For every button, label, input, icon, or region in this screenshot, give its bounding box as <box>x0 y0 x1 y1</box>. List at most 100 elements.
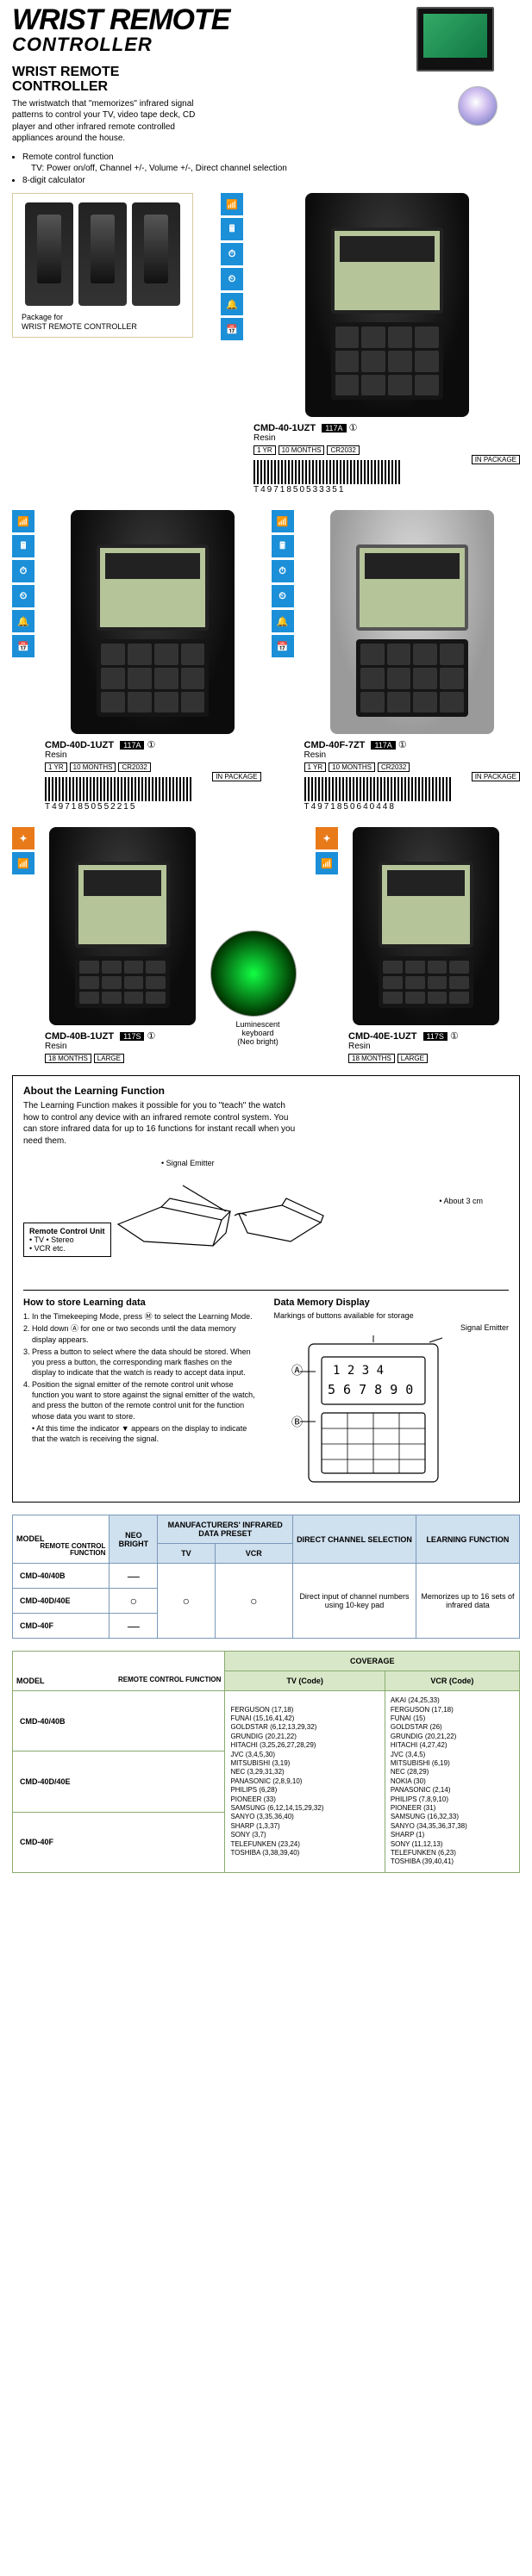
lumi-caption: Luminescent <box>210 1020 305 1029</box>
step: In the Timekeeping Mode, press Ⓜ to sele… <box>32 1311 259 1322</box>
feature-icon: 🔔 <box>12 610 34 632</box>
watch-b: CMD-40B-1UZT 117S ① Resin 18 MONTHS LARG… <box>45 827 200 1063</box>
feature-icon: 📶 <box>272 510 294 532</box>
feature-icon: 🔔 <box>221 293 243 315</box>
model-circ: ① <box>450 1031 459 1042</box>
about-3cm-label: • About 3 cm <box>439 1197 483 1205</box>
th-vcr-code: VCR (Code) <box>385 1671 519 1691</box>
lumi-caption: keyboard <box>210 1029 305 1037</box>
memory-drawing: 1 2 3 4 5 6 7 8 9 0 Ⓐ Ⓑ <box>274 1335 510 1493</box>
feature-icon: ⏲ <box>221 268 243 290</box>
about-text: The Learning Function makes it possible … <box>23 1100 299 1147</box>
watch-image <box>49 827 196 1025</box>
data-memory-display: Data Memory Display Markings of buttons … <box>274 1297 510 1493</box>
th-vcr: VCR <box>215 1544 293 1564</box>
legend-line: • TV • Stereo <box>29 1235 105 1244</box>
spec-pill: 10 MONTHS <box>329 762 375 772</box>
model-material: Resin <box>45 750 261 760</box>
model-circ: ① <box>147 1031 156 1042</box>
barcode <box>304 777 451 801</box>
model-tag: 117A <box>322 424 346 432</box>
cell-dcs: Direct input of channel numbers using 10… <box>293 1564 416 1639</box>
bullet-calc: 8-digit calculator <box>22 175 520 187</box>
tv-thumbnail <box>416 7 494 72</box>
in-package-badge: IN PACKAGE <box>472 455 520 464</box>
th-tv-code: TV (Code) <box>225 1671 385 1691</box>
step-bullet: At this time the indicator ▼ appears on … <box>32 1424 247 1443</box>
cell: — <box>110 1564 158 1589</box>
step: Position the signal emitter of the remot… <box>32 1379 259 1422</box>
svg-text:Ⓐ: Ⓐ <box>291 1364 303 1377</box>
package-caption-l1: Package for <box>22 313 184 322</box>
cell-model: CMD-40F <box>13 1614 110 1639</box>
feature-icon: 📶 <box>316 852 338 874</box>
model-code: CMD-40-1UZT <box>253 423 316 433</box>
model-circ: ① <box>398 740 407 750</box>
signal-emitter-label: • Signal Emitter <box>161 1159 215 1167</box>
feature-icon: 📶 <box>12 852 34 874</box>
package-blister <box>25 202 73 306</box>
model-circ: ① <box>349 423 358 433</box>
watch-image <box>305 193 469 417</box>
feature-icon: 📅 <box>221 318 243 340</box>
th-learn: LEARNING FUNCTION <box>416 1515 519 1564</box>
feature-icons-b: 📶 🖩 ⏱ ⏲ 🔔 📅 <box>12 510 34 812</box>
model-code: CMD-40D-1UZT <box>45 740 114 750</box>
spec-pill: CR2032 <box>118 762 150 772</box>
svg-text:1 2 3 4: 1 2 3 4 <box>333 1364 384 1378</box>
th-model: MODEL <box>16 1677 45 1685</box>
watch-image <box>71 510 235 734</box>
barcode-number: T4971850640448 <box>304 802 521 812</box>
bullet-remote-sub: TV: Power on/off, Channel +/-, Volume +/… <box>22 163 520 175</box>
feature-icons-e: ✦ 📶 <box>316 827 338 1063</box>
spec-pill: CR2032 <box>378 762 410 772</box>
learn-columns: How to store Learning data In the Timeke… <box>23 1297 509 1493</box>
cell-model: CMD-40/40B <box>13 1691 225 1752</box>
model-tag: 117A <box>371 741 395 750</box>
spec-pill: 1 YR <box>45 762 67 772</box>
feature-icon: 🔔 <box>272 610 294 632</box>
th-neo: NEO BRIGHT <box>110 1515 158 1564</box>
cell-model: CMD-40D/40E <box>13 1752 225 1812</box>
luminescent-inset <box>210 930 297 1017</box>
in-package-badge: IN PACKAGE <box>212 772 260 781</box>
feature-icon: ✦ <box>316 827 338 849</box>
barcode <box>45 777 191 801</box>
mem-heading: Data Memory Display <box>274 1297 510 1308</box>
spec-pill: 1 YR <box>304 762 327 772</box>
header: WRIST REMOTE CONTROLLER <box>0 0 532 59</box>
model-material: Resin <box>45 1042 200 1051</box>
step: Hold down Ⓐ for one or two seconds until… <box>32 1323 259 1344</box>
feature-icon: 🖩 <box>221 218 243 240</box>
feature-icon: ⏱ <box>272 560 294 582</box>
th-dcs: DIRECT CHANNEL SELECTION <box>293 1515 416 1564</box>
feature-icons-d: ✦ 📶 <box>12 827 34 1063</box>
learning-diagram: • Signal Emitter • About 3 cm Remote Con… <box>23 1154 509 1283</box>
cell: ○ <box>110 1589 158 1614</box>
spec-pill: LARGE <box>94 1054 124 1063</box>
in-package-badge: IN PACKAGE <box>472 772 520 781</box>
model-material: Resin <box>304 750 521 760</box>
comparison-table-1: MODELREMOTE CONTROL FUNCTION NEO BRIGHT … <box>12 1515 520 1639</box>
package-blister <box>78 202 127 306</box>
model-material: Resin <box>348 1042 504 1051</box>
spec-pill: CR2032 <box>327 445 359 455</box>
cell-model: CMD-40D/40E <box>13 1589 110 1614</box>
row-d-f: 📶 🖩 ⏱ ⏲ 🔔 📅 CMD-40D-1UZT 117A ① Resin 1 … <box>0 510 532 812</box>
feature-icon: 📶 <box>221 193 243 215</box>
model-code: CMD-40B-1UZT <box>45 1031 114 1042</box>
th-model: MODEL <box>16 1534 45 1543</box>
spec-pill: LARGE <box>397 1054 428 1063</box>
feature-icon: ⏲ <box>272 585 294 607</box>
package-blister <box>132 202 180 306</box>
feature-icon: 📶 <box>12 510 34 532</box>
spec-pill: 18 MONTHS <box>45 1054 91 1063</box>
bullet-remote: Remote control function <box>22 152 520 164</box>
legend-line: • VCR etc. <box>29 1244 105 1253</box>
package-caption-l2: WRIST REMOTE CONTROLLER <box>22 322 184 332</box>
watch-image <box>353 827 499 1025</box>
cell-tv-presets: FERGUSON (17,18) FUNAI (15,16,41,42) GOL… <box>225 1691 385 1872</box>
spec-pill: 18 MONTHS <box>348 1054 395 1063</box>
feature-icons-c: 📶 🖩 ⏱ ⏲ 🔔 📅 <box>272 510 294 812</box>
mem-caption-1: Markings of buttons available for storag… <box>274 1311 510 1320</box>
